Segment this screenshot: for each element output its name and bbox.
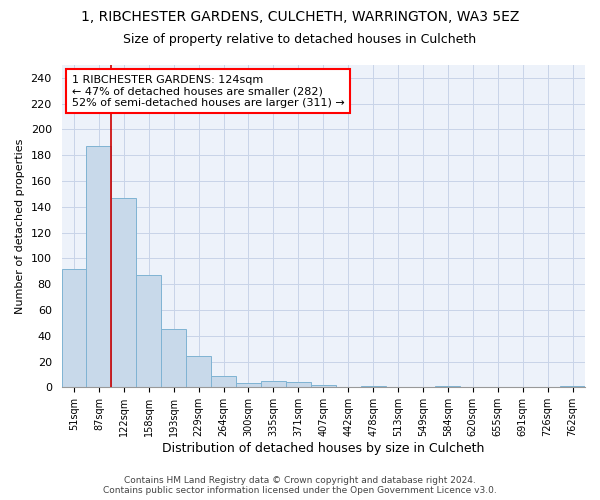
Bar — [112, 198, 136, 388]
Bar — [311, 385, 336, 388]
Text: 1 RIBCHESTER GARDENS: 124sqm
← 47% of detached houses are smaller (282)
52% of s: 1 RIBCHESTER GARDENS: 124sqm ← 47% of de… — [72, 74, 345, 108]
Bar — [361, 386, 386, 388]
Bar — [560, 386, 585, 388]
Bar — [186, 356, 211, 388]
Bar — [436, 386, 460, 388]
Text: 1, RIBCHESTER GARDENS, CULCHETH, WARRINGTON, WA3 5EZ: 1, RIBCHESTER GARDENS, CULCHETH, WARRING… — [81, 10, 519, 24]
Bar — [211, 376, 236, 388]
Bar — [236, 384, 261, 388]
X-axis label: Distribution of detached houses by size in Culcheth: Distribution of detached houses by size … — [162, 442, 484, 455]
Text: Size of property relative to detached houses in Culcheth: Size of property relative to detached ho… — [124, 32, 476, 46]
Bar — [261, 381, 286, 388]
Bar — [136, 275, 161, 388]
Bar — [286, 382, 311, 388]
Bar — [62, 268, 86, 388]
Bar — [86, 146, 112, 388]
Y-axis label: Number of detached properties: Number of detached properties — [15, 138, 25, 314]
Bar — [161, 330, 186, 388]
Text: Contains HM Land Registry data © Crown copyright and database right 2024.
Contai: Contains HM Land Registry data © Crown c… — [103, 476, 497, 495]
